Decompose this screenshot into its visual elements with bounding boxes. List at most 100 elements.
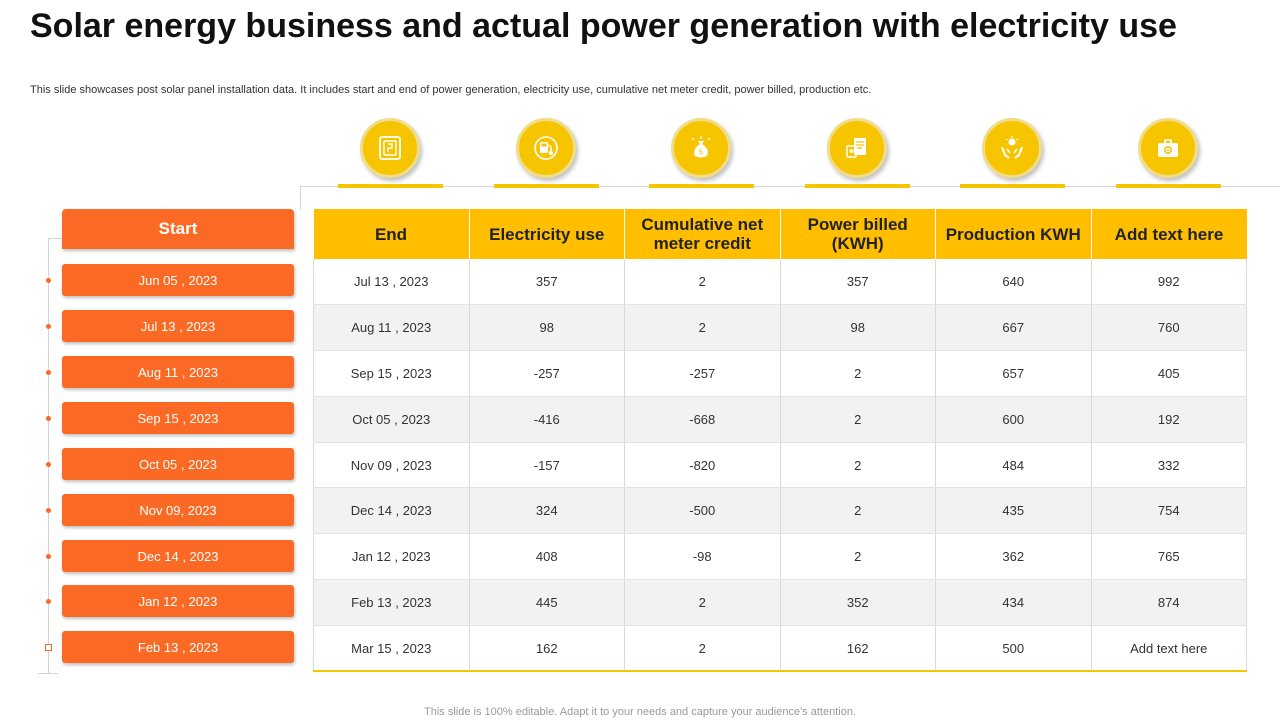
start-date-8: Jan 12 , 2023: [62, 585, 294, 617]
cell-production: 600: [935, 396, 1092, 443]
column-icon-4: [805, 118, 910, 190]
cell-add-text: Add text here: [1091, 625, 1247, 673]
cell-end: Nov 09 , 2023: [313, 442, 470, 489]
start-date-7: Dec 14 , 2023: [62, 540, 294, 572]
cell-end: Mar 15 , 2023: [313, 625, 470, 673]
icon-row-connector: [300, 186, 1280, 187]
cell-end: Feb 13 , 2023: [313, 579, 470, 626]
slide-footer: This slide is 100% editable. Adapt it to…: [424, 706, 856, 718]
cell-cumulative-credit: 2: [624, 259, 781, 306]
cell-power-billed: 2: [780, 487, 936, 535]
header-power-billed: Power billed (KWH): [780, 209, 936, 259]
start-date-2: Jul 13 , 2023: [62, 310, 294, 342]
start-date-3: Aug 11 , 2023: [62, 356, 294, 388]
cell-production: 434: [935, 579, 1092, 626]
cell-add-text: 760: [1091, 304, 1247, 352]
cell-add-text: 992: [1091, 259, 1247, 306]
cell-production: 362: [935, 533, 1092, 581]
start-date-5: Oct 05 , 2023: [62, 448, 294, 480]
timeline-dot: [46, 324, 51, 329]
cell-cumulative-credit: 2: [624, 579, 781, 626]
cell-power-billed: 2: [780, 442, 936, 489]
header-end: End: [313, 209, 470, 259]
icon-row-connector-drop: [300, 186, 301, 210]
cell-power-billed: 2: [780, 533, 936, 581]
timeline-dot: [46, 278, 51, 283]
start-column-header: Start: [62, 209, 294, 249]
slide-title: Solar energy business and actual power g…: [30, 7, 1177, 45]
money-bag-icon: $: [691, 136, 711, 158]
column-icon-5: [960, 118, 1065, 190]
briefcase-gear-icon: [1158, 139, 1178, 157]
table-row: Feb 13 , 2023 445 2 352 434 874: [313, 579, 1247, 626]
cell-production: 500: [935, 625, 1092, 673]
cell-production: 657: [935, 350, 1092, 397]
table-row: Jul 13 , 2023 357 2 357 640 992: [313, 259, 1247, 306]
timeline-dot: [46, 599, 51, 604]
timeline-dot: [46, 554, 51, 559]
header-add-text: Add text here: [1091, 209, 1247, 259]
cell-end: Jan 12 , 2023: [313, 533, 470, 581]
cell-add-text: 405: [1091, 350, 1247, 397]
cell-end: Oct 05 , 2023: [313, 396, 470, 443]
start-date-9: Feb 13 , 2023: [62, 631, 294, 663]
cell-electricity-use: 324: [469, 487, 625, 535]
cell-end: Sep 15 , 2023: [313, 350, 470, 397]
slide-subtitle: This slide showcases post solar panel in…: [30, 84, 872, 96]
cell-electricity-use: 98: [469, 304, 625, 352]
fuel-station-icon: [534, 136, 558, 160]
table-row: Aug 11 , 2023 98 2 98 667 760: [313, 304, 1247, 352]
meter-bill-icon: [846, 138, 866, 158]
generation-table: End Electricity use Cumulative net meter…: [313, 209, 1247, 673]
start-date-1: Jun 05 , 2023: [62, 264, 294, 296]
timeline-bottom-connector: [38, 673, 58, 674]
cell-power-billed: 2: [780, 350, 936, 397]
cell-cumulative-credit: 2: [624, 625, 781, 673]
cell-electricity-use: -416: [469, 396, 625, 443]
column-icon-6: [1116, 118, 1221, 190]
cell-production: 667: [935, 304, 1092, 352]
cell-add-text: 332: [1091, 442, 1247, 489]
timeline-line: [48, 238, 49, 674]
cell-end: Dec 14 , 2023: [313, 487, 470, 535]
start-date-4: Sep 15 , 2023: [62, 402, 294, 434]
cell-electricity-use: -157: [469, 442, 625, 489]
column-icon-1: [338, 118, 443, 190]
solar-panel-icon: [379, 136, 401, 160]
header-electricity-use: Electricity use: [469, 209, 625, 259]
cell-electricity-use: 445: [469, 579, 625, 626]
cell-electricity-use: 408: [469, 533, 625, 581]
table-row: Jan 12 , 2023 408 -98 2 362 765: [313, 533, 1247, 581]
cell-production: 435: [935, 487, 1092, 535]
cell-add-text: 765: [1091, 533, 1247, 581]
start-date-6: Nov 09, 2023: [62, 494, 294, 526]
timeline-top-connector: [48, 238, 62, 239]
timeline-dot: [46, 508, 51, 513]
timeline-end-marker: [45, 644, 52, 651]
cell-electricity-use: 357: [469, 259, 625, 306]
column-icon-2: [494, 118, 599, 190]
cell-electricity-use: -257: [469, 350, 625, 397]
cell-production: 484: [935, 442, 1092, 489]
cell-cumulative-credit: -820: [624, 442, 781, 489]
cell-power-billed: 2: [780, 396, 936, 443]
cell-power-billed: 352: [780, 579, 936, 626]
table-row: Mar 15 , 2023 162 2 162 500 Add text her…: [313, 625, 1247, 673]
timeline-dot: [46, 462, 51, 467]
column-icon-3: $: [649, 118, 754, 190]
cell-power-billed: 98: [780, 304, 936, 352]
table-header-row: End Electricity use Cumulative net meter…: [313, 209, 1247, 259]
cell-end: Aug 11 , 2023: [313, 304, 470, 352]
svg-text:$: $: [699, 148, 703, 156]
cell-power-billed: 162: [780, 625, 936, 673]
hands-energy-icon: [1001, 136, 1023, 159]
table-row: Dec 14 , 2023 324 -500 2 435 754: [313, 487, 1247, 535]
timeline-dot: [46, 370, 51, 375]
table-row: Oct 05 , 2023 -416 -668 2 600 192: [313, 396, 1247, 443]
cell-electricity-use: 162: [469, 625, 625, 673]
cell-cumulative-credit: 2: [624, 304, 781, 352]
header-production: Production KWH: [935, 209, 1092, 259]
cell-cumulative-credit: -500: [624, 487, 781, 535]
cell-add-text: 874: [1091, 579, 1247, 626]
cell-add-text: 192: [1091, 396, 1247, 443]
